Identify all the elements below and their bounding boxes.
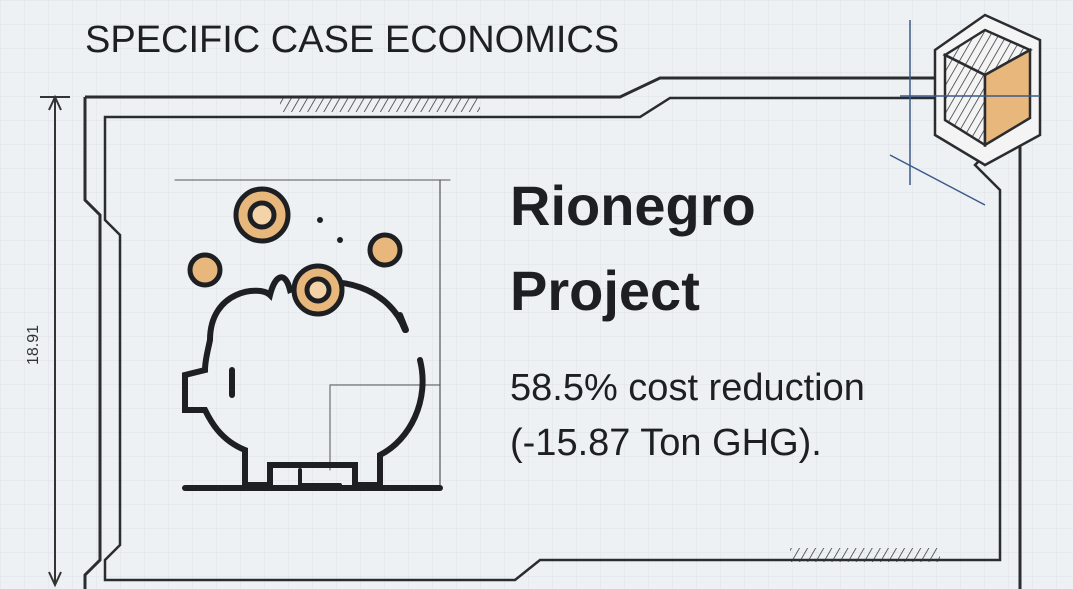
hatch-strip — [790, 548, 940, 562]
outer-frame — [83, 76, 1022, 589]
dimension-label: 18.91 — [25, 325, 42, 365]
coins — [187, 186, 403, 317]
inner-frame — [103, 96, 1002, 582]
card-title: Rionegro — [510, 174, 756, 237]
piggy-bank-icon — [174, 179, 451, 491]
dimension-line — [40, 94, 70, 588]
hatch-strip — [280, 98, 480, 112]
cube-icon — [889, 13, 1042, 206]
card-title: Project — [510, 259, 700, 322]
page-title: SPECIFIC CASE ECONOMICS — [85, 19, 619, 61]
card-description: 58.5% cost reduction — [510, 367, 865, 409]
card-description: (-15.87 Ton GHG). — [510, 422, 822, 464]
